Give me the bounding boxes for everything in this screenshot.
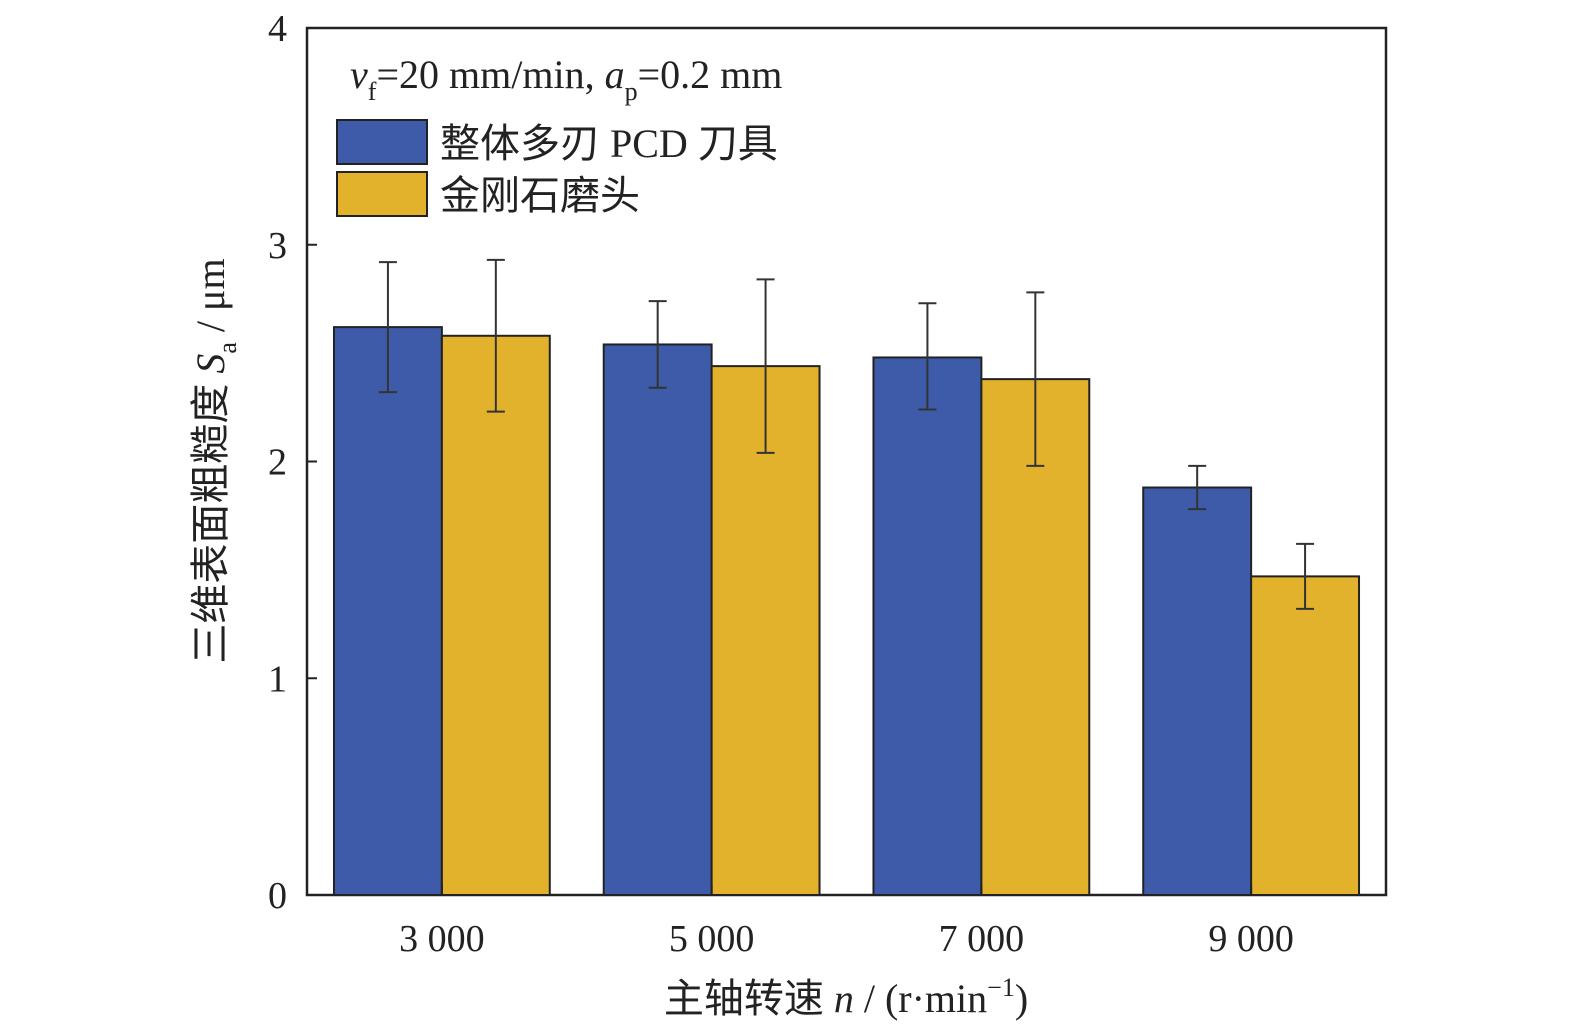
y-tick-label: 2 <box>268 442 287 484</box>
legend-label-pcd: 整体多刃 PCD 刀具 <box>440 121 778 166</box>
legend-swatch-pcd <box>336 119 428 165</box>
x-axis: 3 000 5 000 7 000 9 000 <box>399 885 1294 960</box>
x-tick-label: 9 000 <box>1208 918 1294 960</box>
y-tick-label: 4 <box>268 8 287 50</box>
bar-pcd-1 <box>602 343 713 896</box>
error-bar-diamond-1 <box>756 278 775 454</box>
x-tick-label: 5 000 <box>669 918 755 960</box>
bar-diamond-3 <box>1250 575 1361 896</box>
bar-diamond-0 <box>440 334 551 897</box>
x-axis-title: 主轴转速 n / (r·min−1) <box>664 973 1028 1021</box>
legend: 整体多刃 PCD 刀具 金刚石磨头 <box>336 119 778 218</box>
error-bar-pcd-3 <box>1188 464 1207 511</box>
y-tick-label: 0 <box>268 875 287 917</box>
x-tick-label: 3 000 <box>399 918 485 960</box>
condition-annotation: vf=20 mm/min, ap=0.2 mm <box>350 52 782 106</box>
bar-pcd-2 <box>872 356 983 896</box>
y-tick-label: 3 <box>268 225 287 267</box>
bars-layer <box>332 326 1361 897</box>
error-bar-diamond-0 <box>486 258 505 413</box>
bar-pcd-0 <box>332 326 443 896</box>
bar-diamond-1 <box>710 365 821 896</box>
error-bar-diamond-2 <box>1026 291 1045 467</box>
x-tick-label: 7 000 <box>939 918 1025 960</box>
error-bars-layer <box>378 258 1315 610</box>
legend-label-diamond: 金刚石磨头 <box>440 173 640 218</box>
error-bar-pcd-0 <box>378 261 397 394</box>
bar-pcd-3 <box>1142 486 1253 896</box>
error-bar-diamond-3 <box>1296 542 1315 610</box>
y-axis: 0 1 2 3 4 <box>268 8 317 917</box>
error-bar-pcd-1 <box>648 300 667 389</box>
y-tick-label: 1 <box>268 658 287 700</box>
legend-swatch-diamond <box>336 171 428 217</box>
y-axis-title: 三维表面粗糙度 Sa / μm <box>188 258 242 663</box>
error-bar-pcd-2 <box>918 302 937 411</box>
